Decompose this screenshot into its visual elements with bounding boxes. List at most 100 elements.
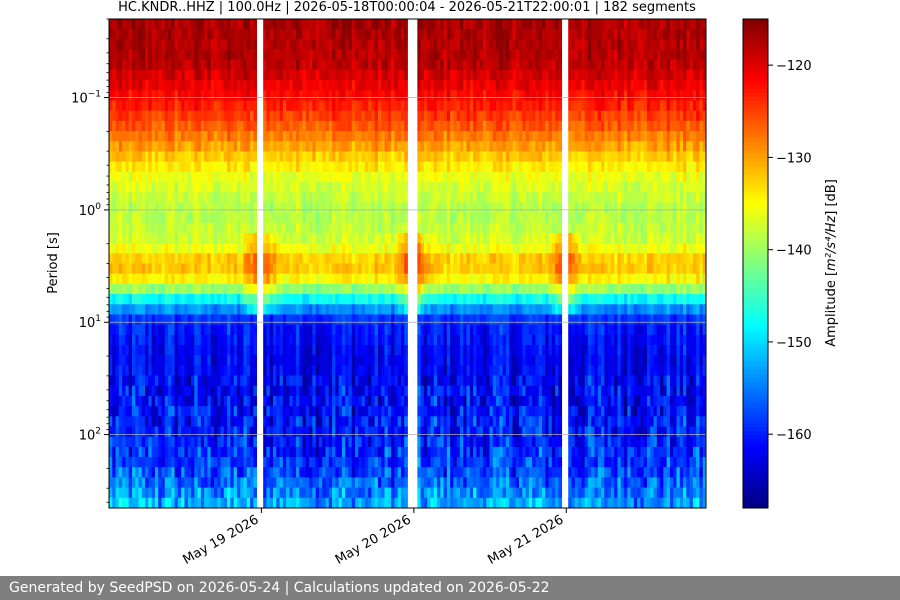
heatmap-cell xyxy=(253,304,258,315)
heatmap-cell xyxy=(446,151,451,163)
heatmap-cell xyxy=(174,49,179,61)
heatmap-cell xyxy=(138,182,143,193)
heatmap-cell xyxy=(164,232,169,244)
heatmap-cell xyxy=(463,151,467,163)
heatmap-cell xyxy=(364,365,369,376)
heatmap-cell xyxy=(397,324,402,336)
heatmap-cell xyxy=(269,171,274,183)
heatmap-cell xyxy=(282,192,287,203)
heatmap-cell xyxy=(381,182,385,193)
heatmap-cell xyxy=(250,100,254,112)
heatmap-cell xyxy=(341,395,346,407)
heatmap-cell xyxy=(361,436,366,448)
heatmap-cell xyxy=(138,395,143,407)
heatmap-cell xyxy=(446,161,451,173)
heatmap-cell xyxy=(213,385,218,397)
heatmap-cell xyxy=(387,141,392,152)
heatmap-cell xyxy=(433,69,438,81)
heatmap-cell xyxy=(417,467,422,478)
heatmap-cell xyxy=(355,294,359,305)
heatmap-cell xyxy=(371,212,376,224)
heatmap-cell xyxy=(443,29,448,40)
heatmap-cell xyxy=(387,416,392,427)
heatmap-cell xyxy=(391,334,395,346)
heatmap-cell xyxy=(423,446,428,458)
heatmap-cell xyxy=(309,39,313,50)
heatmap-cell xyxy=(263,263,267,275)
heatmap-cell xyxy=(250,477,254,489)
heatmap-cell xyxy=(420,253,425,264)
heatmap-cell xyxy=(302,222,307,234)
heatmap-cell xyxy=(250,222,254,234)
heatmap-cell xyxy=(266,334,271,346)
heatmap-cell xyxy=(433,426,438,438)
heatmap-cell xyxy=(145,395,149,407)
heatmap-cell xyxy=(427,202,431,213)
heatmap-cell xyxy=(423,477,428,489)
heatmap-cell xyxy=(230,426,235,438)
heatmap-cell xyxy=(227,426,231,438)
heatmap-cell xyxy=(404,90,408,101)
heatmap-cell xyxy=(197,120,202,132)
heatmap-cell xyxy=(269,385,274,397)
heatmap-cell xyxy=(197,446,202,458)
heatmap-cell xyxy=(246,141,251,152)
heatmap-cell xyxy=(423,69,428,81)
heatmap-cell xyxy=(391,171,395,183)
heatmap-cell xyxy=(341,90,346,101)
heatmap-cell xyxy=(332,273,336,285)
heatmap-cell xyxy=(197,334,202,346)
heatmap-cell xyxy=(286,69,290,81)
heatmap-cell xyxy=(269,232,274,244)
heatmap-cell xyxy=(328,182,333,193)
heatmap-cell xyxy=(138,446,143,458)
heatmap-cell xyxy=(200,222,205,234)
heatmap-cell xyxy=(197,182,202,193)
heatmap-cell xyxy=(374,171,379,183)
heatmap-cell xyxy=(397,222,402,234)
heatmap-cell xyxy=(394,457,399,468)
heatmap-cell xyxy=(174,171,179,183)
heatmap-cell xyxy=(341,487,346,499)
heatmap-cell xyxy=(335,406,340,417)
heatmap-cell xyxy=(368,263,372,275)
heatmap-cell xyxy=(135,345,139,356)
heatmap-cell xyxy=(112,385,116,397)
heatmap-cell xyxy=(377,243,382,254)
heatmap-cell xyxy=(279,232,284,244)
heatmap-cell xyxy=(282,232,287,244)
heatmap-cell xyxy=(358,232,362,244)
heatmap-cell xyxy=(233,141,238,152)
heatmap-cell xyxy=(358,100,362,112)
heatmap-cell xyxy=(433,110,438,122)
heatmap-cell xyxy=(437,161,441,173)
heatmap-cell xyxy=(112,375,116,387)
heatmap-cell xyxy=(335,375,340,387)
heatmap-cell xyxy=(430,90,435,101)
heatmap-cell xyxy=(423,59,428,71)
heatmap-cell xyxy=(381,487,385,499)
heatmap-cell xyxy=(289,222,294,234)
heatmap-cell xyxy=(371,161,376,173)
heatmap-cell xyxy=(213,182,218,193)
heatmap-cell xyxy=(355,457,359,468)
heatmap-cell xyxy=(118,39,123,50)
heatmap-cell xyxy=(404,365,408,376)
heatmap-cell xyxy=(351,436,356,448)
heatmap-cell xyxy=(122,192,126,203)
heatmap-cell xyxy=(279,406,284,417)
heatmap-cell xyxy=(322,69,326,81)
heatmap-cell xyxy=(243,304,248,315)
heatmap-cell xyxy=(240,253,244,264)
heatmap-cell xyxy=(246,19,251,30)
heatmap-cell xyxy=(177,39,182,50)
heatmap-cell xyxy=(332,192,336,203)
heatmap-cell xyxy=(295,192,300,203)
heatmap-cell xyxy=(207,457,212,468)
heatmap-cell xyxy=(269,151,274,163)
heatmap-cell xyxy=(430,59,435,71)
heatmap-cell xyxy=(118,497,123,509)
heatmap-cell xyxy=(115,467,120,478)
heatmap-cell xyxy=(325,497,330,509)
heatmap-cell xyxy=(269,345,274,356)
